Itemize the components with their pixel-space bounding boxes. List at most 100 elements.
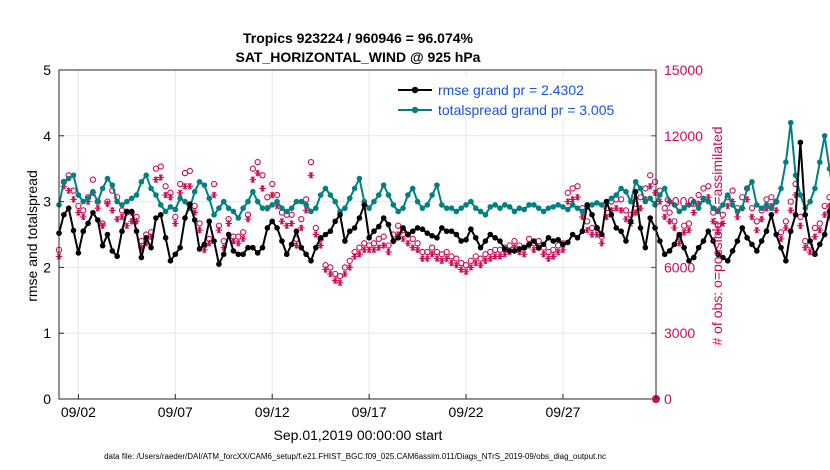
rmse-point xyxy=(584,202,590,208)
rmse-point xyxy=(439,225,445,231)
x-tick-label: 09/22 xyxy=(449,404,484,420)
obs-assimilated-point xyxy=(409,244,417,251)
rmse-point xyxy=(589,211,595,218)
obs-assimilated-point xyxy=(341,270,349,278)
totalspread-point xyxy=(124,198,130,205)
totalspread-point xyxy=(167,204,174,210)
rmse-point xyxy=(594,225,600,231)
y-tick-label: 0 xyxy=(43,391,51,407)
rmse-point xyxy=(787,228,794,235)
rmse-point xyxy=(65,205,72,211)
totalspread-point xyxy=(143,172,150,179)
rmse-point xyxy=(225,231,232,238)
rmse-point xyxy=(288,241,295,248)
rmse-point xyxy=(468,226,474,233)
obs-assimilated-point xyxy=(612,204,620,212)
rmse-point xyxy=(598,231,605,238)
totalspread-point xyxy=(75,192,82,198)
chart-title: Tropics 923224 / 960946 = 96.074% xyxy=(243,30,474,46)
obs-assimilated-point xyxy=(176,189,184,197)
totalspread-point xyxy=(511,208,518,215)
rmse-point xyxy=(797,139,804,146)
rmse-point xyxy=(235,251,242,258)
rmse-point xyxy=(526,241,532,248)
totalspread-point xyxy=(821,133,828,139)
rmse-point xyxy=(753,248,760,254)
plot-frame xyxy=(58,69,657,400)
rmse-point xyxy=(405,231,411,238)
footer-data-file: data file: /Users/raeder/DAI/ATM_forcXX/… xyxy=(104,452,606,461)
totalspread-point xyxy=(254,198,261,205)
rmse-point xyxy=(196,246,203,252)
rmse-point xyxy=(80,228,87,235)
rmse-point xyxy=(657,238,663,244)
rmse-point xyxy=(167,258,174,264)
rmse-point xyxy=(283,251,290,258)
rmse-point xyxy=(695,244,702,251)
obs-possible-point xyxy=(409,235,416,243)
rmse-point xyxy=(816,241,823,248)
chart-subtitle: SAT_HORIZONTAL_WIND @ 925 hPa xyxy=(236,49,481,65)
rmse-point xyxy=(807,238,813,244)
obs-possible-point xyxy=(75,202,82,210)
rmse-point xyxy=(448,228,455,235)
totalspread-point xyxy=(589,202,595,208)
rmse-point xyxy=(250,244,256,251)
obs-assimilated-point xyxy=(540,250,547,258)
totalspread-point xyxy=(574,205,581,211)
obs-possible-point xyxy=(176,180,184,188)
rmse-point xyxy=(686,258,692,264)
obs-assimilated-point xyxy=(617,207,625,214)
totalspread-point xyxy=(85,195,91,202)
obs-possible-point xyxy=(651,178,659,186)
totalspread-point xyxy=(128,195,135,202)
obs-possible-point xyxy=(269,180,276,188)
obs-assimilated-point xyxy=(554,248,562,256)
rmse-point xyxy=(240,251,246,258)
rmse-point xyxy=(346,228,353,235)
totalspread-point xyxy=(65,175,72,182)
rmse-point xyxy=(758,238,765,244)
totalspread-point xyxy=(773,198,779,205)
obs-assimilated-point xyxy=(724,202,732,210)
obs-assimilated-point xyxy=(268,191,276,199)
rmse-point xyxy=(821,231,828,238)
totalspread-point xyxy=(390,202,397,208)
obs-assimilated-point xyxy=(467,264,475,271)
obs-assimilated-point xyxy=(714,229,722,236)
rmse-point xyxy=(385,221,392,228)
obs-possible-point xyxy=(753,218,760,225)
rmse-point xyxy=(511,248,518,254)
totalspread-point xyxy=(94,198,101,205)
totalspread-point xyxy=(429,192,435,198)
obs-assimilated-point xyxy=(307,171,315,179)
totalspread-point xyxy=(274,198,280,205)
rmse-point xyxy=(264,225,271,231)
totalspread-point xyxy=(414,198,421,205)
rmse-point xyxy=(274,225,280,231)
rmse-point xyxy=(172,251,179,258)
rmse-point xyxy=(230,248,237,254)
totalspread-point xyxy=(632,179,639,185)
totalspread-point xyxy=(705,198,712,205)
rmse-point xyxy=(419,226,426,233)
obs-possible-point xyxy=(617,196,625,203)
rmse-point xyxy=(812,251,818,258)
obs-possible-point xyxy=(414,240,421,247)
totalspread-point xyxy=(240,205,246,211)
totalspread-point xyxy=(724,192,731,198)
obs-assimilated-point xyxy=(79,213,87,221)
y-axis-label: rmse and totalspread xyxy=(24,170,40,302)
rmse-point xyxy=(710,238,716,244)
totalspread-point xyxy=(133,192,140,198)
rmse-point xyxy=(429,233,435,239)
totalspread-point xyxy=(681,205,687,211)
obs-possible-point xyxy=(259,172,266,179)
totalspread-point xyxy=(153,192,159,198)
obs-possible-point xyxy=(782,218,790,225)
obs-possible-point xyxy=(162,183,169,190)
rmse-point xyxy=(642,244,649,251)
obs-assimilated-point xyxy=(312,231,320,238)
totalspread-point xyxy=(206,195,213,202)
